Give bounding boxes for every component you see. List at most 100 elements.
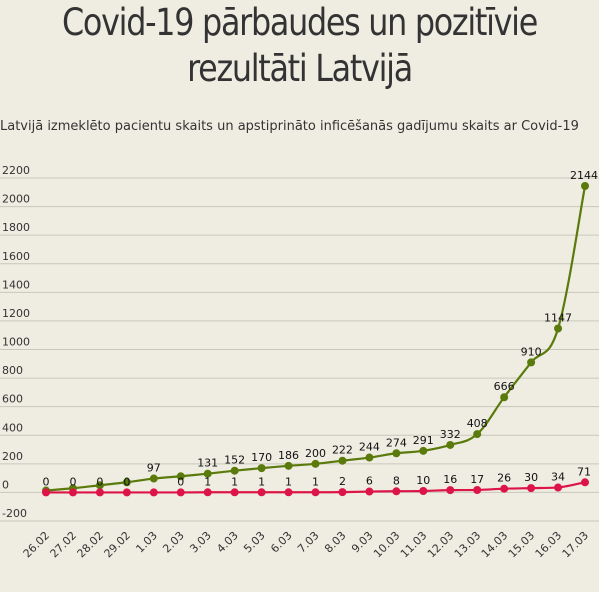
data-point: [581, 182, 589, 191]
y-tick-label: 0: [2, 478, 9, 491]
data-point: [122, 488, 131, 497]
data-point: [42, 488, 50, 497]
data-point: [203, 469, 212, 478]
data-point: [419, 486, 428, 495]
data-label: 16: [443, 473, 457, 486]
data-point: [500, 484, 509, 493]
data-label: 222: [332, 444, 353, 457]
data-label: 10: [416, 474, 430, 487]
x-tick-label: 7.03: [295, 529, 322, 556]
x-tick-label: 28.02: [75, 529, 106, 560]
y-tick-label: 600: [2, 393, 23, 406]
x-tick-label: 15.03: [506, 529, 537, 560]
chart-subtitle: Latvijā izmeklēto pacientu skaits un aps…: [0, 119, 579, 134]
data-point: [419, 446, 428, 455]
y-tick-label: 800: [2, 364, 23, 377]
data-label: 0: [69, 475, 76, 488]
data-label: 1147: [544, 311, 572, 324]
data-label: 408: [467, 417, 488, 430]
data-point: [203, 488, 212, 497]
data-label: 26: [497, 472, 511, 485]
data-label: 0: [177, 475, 184, 488]
data-point: [68, 488, 77, 497]
data-point: [554, 324, 563, 333]
data-label: 131: [197, 457, 218, 470]
y-tick-label: 1400: [2, 278, 30, 291]
data-point: [581, 478, 589, 487]
data-label: 244: [359, 441, 380, 454]
y-tick-label: 1200: [2, 307, 30, 320]
chart-title: Covid-19 pārbaudes un pozitīvie rezultāt…: [42, 0, 557, 92]
data-label: 30: [524, 471, 538, 484]
y-tick-label: 1000: [2, 336, 30, 349]
data-point: [149, 488, 158, 497]
data-label: 1: [258, 475, 265, 488]
data-label: 0: [96, 475, 103, 488]
data-point: [230, 488, 239, 497]
data-label: 2144: [570, 169, 598, 182]
data-point: [473, 485, 482, 494]
data-label: 1: [231, 475, 238, 488]
data-point: [338, 488, 347, 497]
y-tick-label: 400: [2, 421, 23, 434]
x-tick-label: 17.03: [560, 529, 591, 560]
x-tick-label: 14.03: [479, 529, 510, 560]
data-point: [446, 486, 455, 495]
data-label: 6: [366, 475, 373, 488]
x-tick-label: 4.03: [214, 529, 241, 556]
data-label: 1: [285, 475, 292, 488]
x-tick-label: 29.02: [102, 529, 133, 560]
data-point: [230, 466, 239, 475]
data-point: [149, 474, 158, 483]
data-point: [527, 358, 536, 367]
data-point: [527, 484, 536, 493]
data-label: 1: [312, 475, 319, 488]
data-label: 0: [123, 475, 130, 488]
series-line: [45, 185, 587, 492]
data-label: 34: [551, 471, 565, 484]
x-tick-label: 2.03: [160, 529, 187, 556]
chart-title-line1: Covid-19 pārbaudes un pozitīvie: [62, 1, 538, 44]
data-point: [392, 449, 401, 458]
data-point: [365, 487, 374, 496]
data-label: 17: [470, 473, 484, 486]
data-label: 0: [43, 475, 50, 488]
x-tick-label: 1.03: [133, 529, 160, 556]
x-tick-label: 12.03: [425, 529, 456, 560]
data-point: [311, 488, 320, 497]
data-label: 97: [147, 462, 161, 475]
data-label: 152: [224, 454, 245, 467]
data-point: [500, 393, 509, 402]
x-tick-label: 5.03: [241, 529, 268, 556]
series-2: 0 0 0 0 0 1 1 1 1 1 2 6 8 10 16 17 26 30 34 71: [42, 465, 591, 497]
data-label: 1: [204, 475, 211, 488]
x-tick-label: 11.03: [398, 529, 429, 560]
data-label: 186: [278, 449, 299, 462]
data-point: [473, 430, 482, 439]
data-point: [95, 488, 104, 497]
x-tick-label: 13.03: [452, 529, 483, 560]
y-tick-label: 2000: [2, 193, 30, 206]
y-tick-label: 1600: [2, 250, 30, 263]
chart-title-line2: rezultāti Latvijā: [187, 47, 413, 90]
data-point: [176, 472, 185, 481]
data-point: [284, 461, 293, 470]
data-label: 291: [413, 434, 434, 447]
data-point: [176, 488, 185, 497]
x-tick-label: 6.03: [268, 529, 295, 556]
data-label: 910: [521, 345, 542, 358]
data-label: 170: [251, 451, 272, 464]
x-tick-label: 8.03: [322, 529, 349, 556]
series-1: 97 131 152 170 186 200 222 244 274 291 33240866691…: [42, 169, 598, 495]
y-tick-label: 200: [2, 450, 23, 463]
data-point: [392, 487, 401, 496]
data-point: [284, 488, 293, 497]
data-point: [257, 488, 266, 497]
x-tick-label: 16.03: [533, 529, 564, 560]
data-label: 71: [577, 465, 591, 478]
data-label: 332: [440, 428, 461, 441]
y-tick-label: 1800: [2, 221, 30, 234]
data-label: 8: [393, 474, 400, 487]
data-point: [554, 483, 563, 492]
